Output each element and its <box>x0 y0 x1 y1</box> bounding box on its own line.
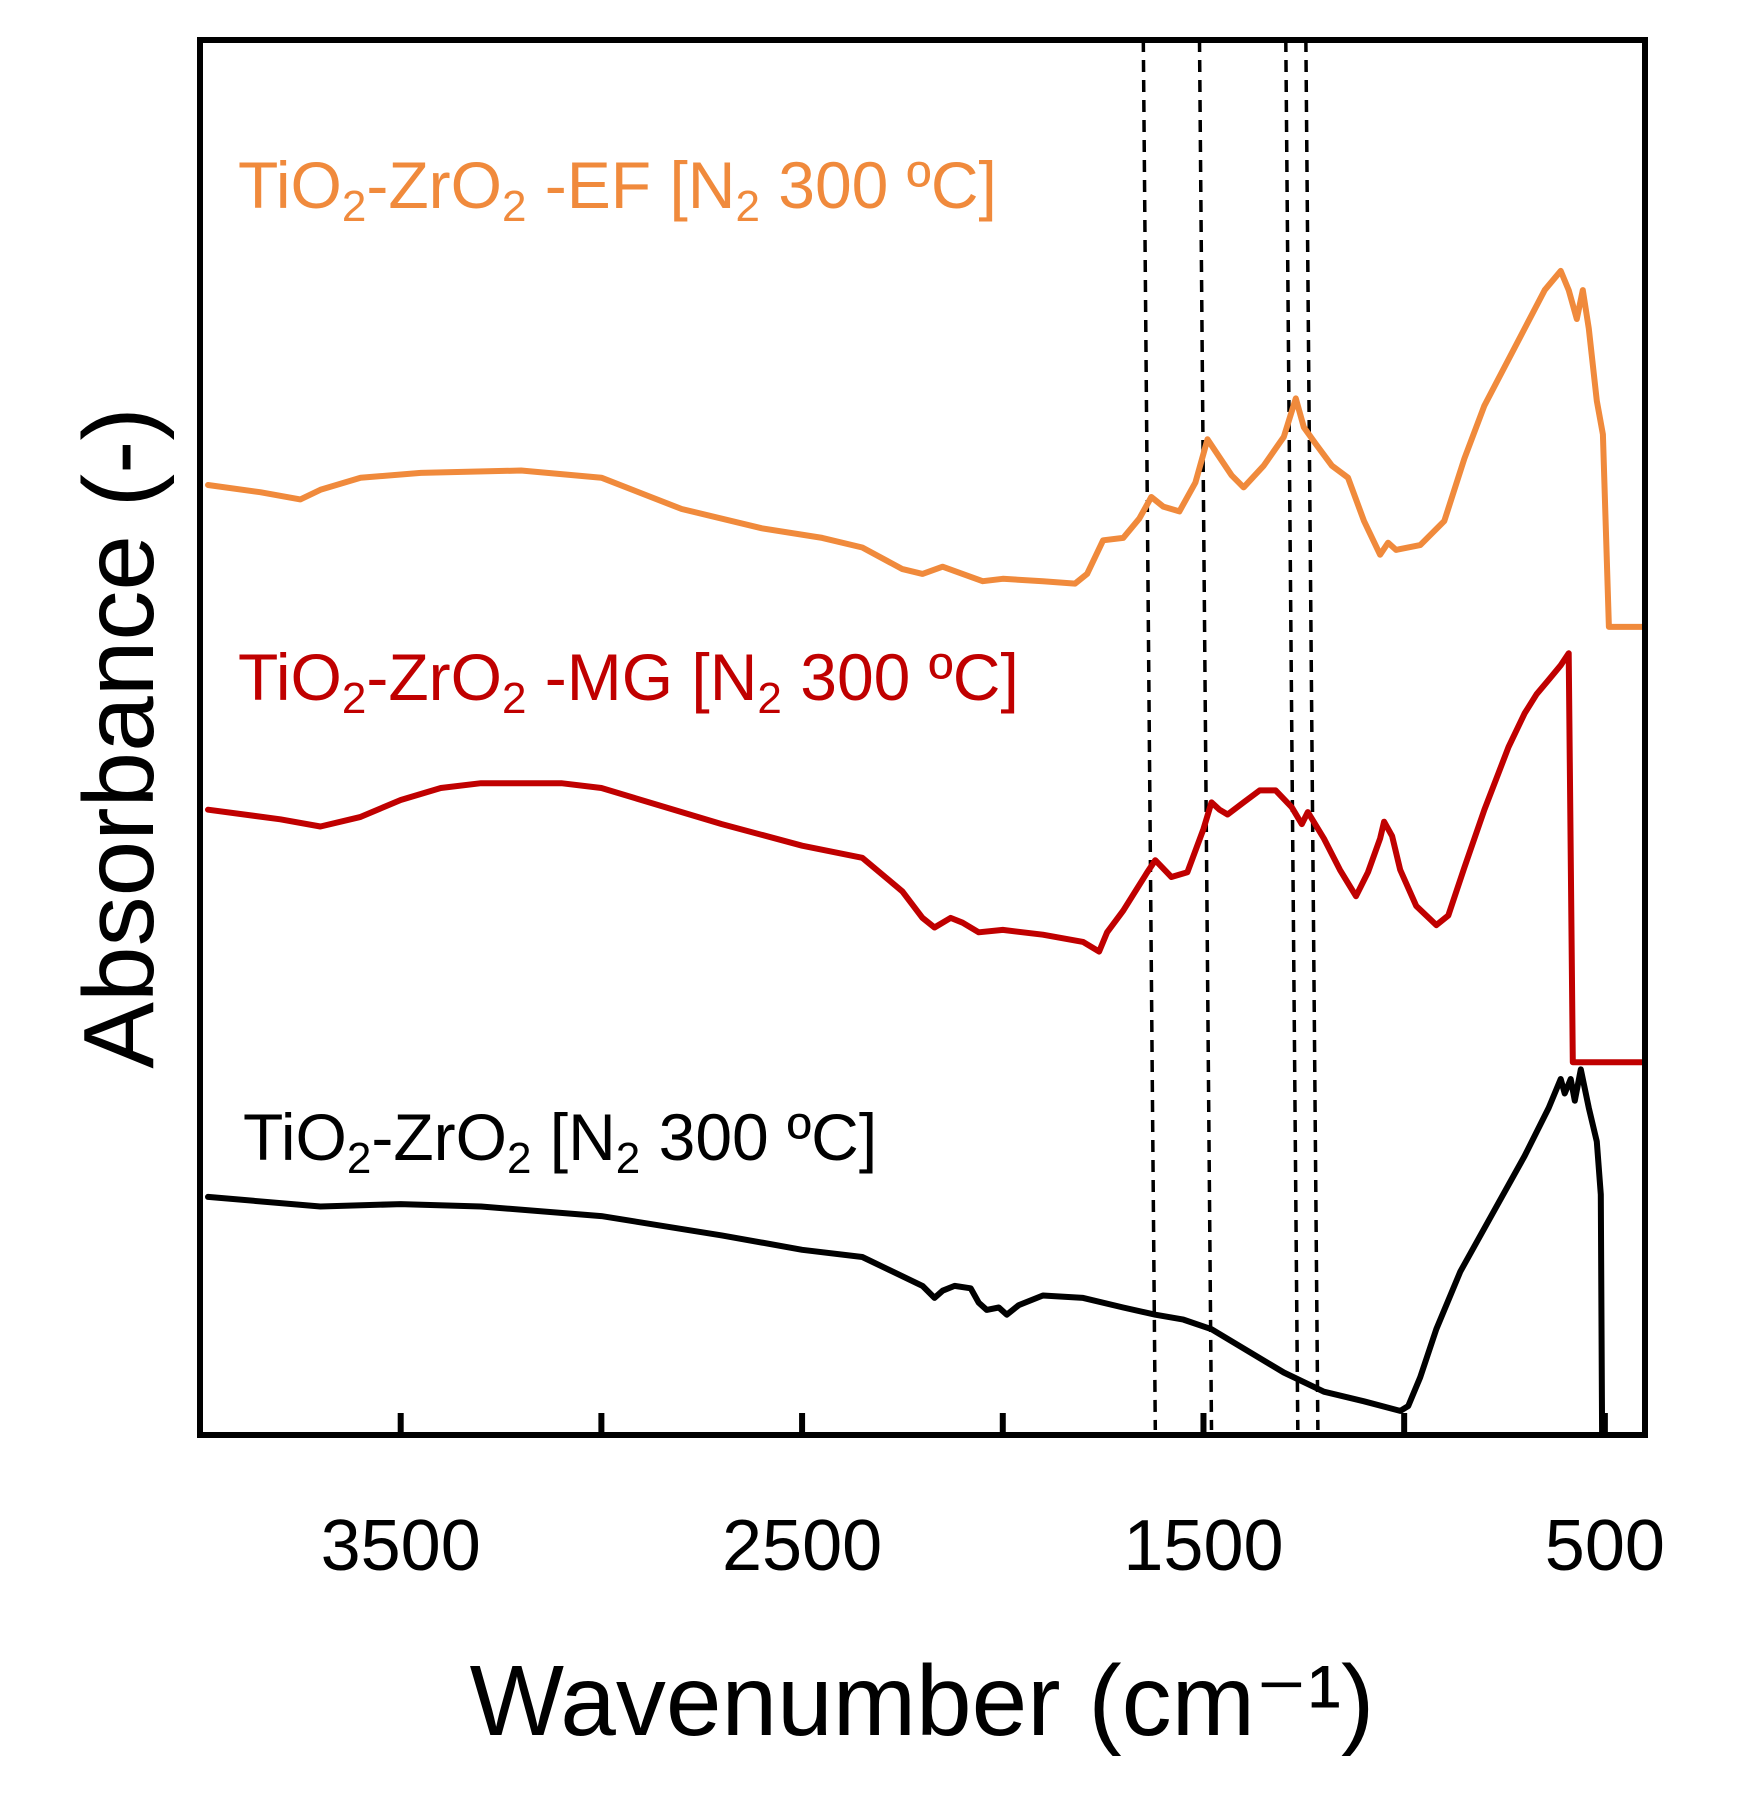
x-tick-label-3500: 3500 <box>321 1506 481 1586</box>
dashed-marker-1620 <box>1141 39 1158 1431</box>
x-axis-title: Wavenumber (cm⁻¹) <box>470 1645 1375 1757</box>
dashed-marker-1480 <box>1197 39 1214 1431</box>
x-axis-ticks <box>397 1413 1608 1435</box>
series-labels: TiO2-ZrO2 [N2 300 ºC] TiO2-ZrO2 -MG [N2 3… <box>238 148 1019 1183</box>
x-tick-label-1500: 1500 <box>1123 1506 1283 1586</box>
series-label-1: TiO2-ZrO2 [N2 300 ºC] <box>243 1100 877 1183</box>
dashed-marker-1265 <box>1284 39 1300 1431</box>
series-line-2 <box>205 650 1648 1066</box>
series-line-1 <box>205 1066 1606 1438</box>
x-axis-tick-labels: 3500 2500 1500 500 <box>321 1506 1665 1586</box>
y-axis-title: Absorbance (-) <box>63 407 175 1068</box>
series-label-3: TiO2-ZrO2 -EF [N2 300 ºC] <box>238 148 997 231</box>
series-label-2: TiO2-ZrO2 -MG [N2 300 ºC] <box>238 640 1019 723</box>
x-tick-label-500: 500 <box>1545 1506 1665 1586</box>
dashed-marker-1215 <box>1304 39 1320 1431</box>
plot-frame <box>197 37 1648 1438</box>
spectra-curves <box>205 267 1648 1438</box>
x-tick-label-2500: 2500 <box>722 1506 882 1586</box>
dashed-reference-lines <box>1141 39 1320 1431</box>
series-line-3 <box>205 267 1648 630</box>
